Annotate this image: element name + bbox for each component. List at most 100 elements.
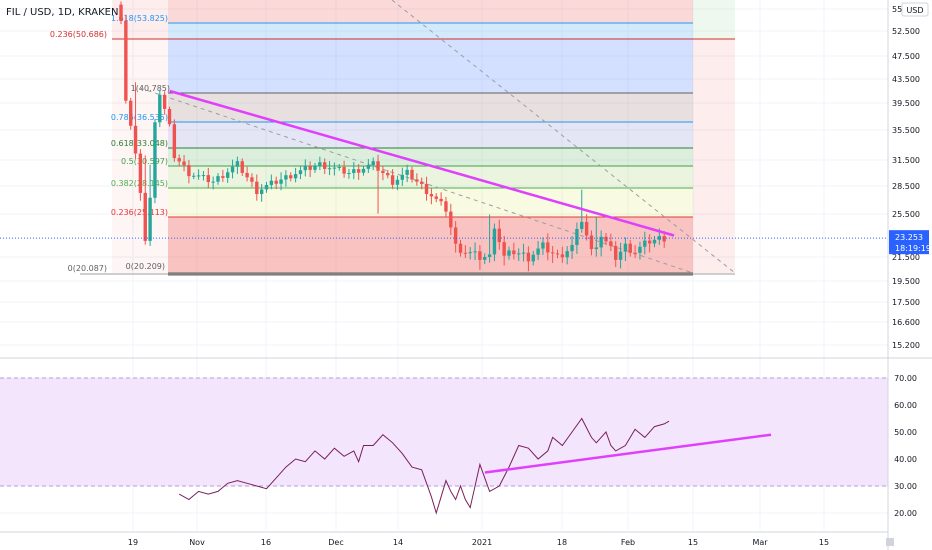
candle-body: [541, 242, 545, 249]
candle-body: [502, 242, 506, 256]
candle-body: [531, 254, 535, 262]
candle-body: [638, 246, 642, 253]
candle-body: [647, 240, 652, 244]
candle-body: [133, 125, 138, 154]
candle-body: [250, 177, 254, 182]
candle-body: [507, 250, 511, 256]
time-tick-label: 15: [819, 538, 829, 547]
candle-body: [342, 166, 346, 174]
candle-body: [565, 251, 569, 258]
candle-body: [420, 181, 424, 184]
candle-body: [570, 244, 574, 252]
candle-body: [584, 221, 589, 236]
candle-body: [614, 245, 618, 260]
candle-body: [235, 161, 240, 167]
candle-body: [390, 175, 395, 185]
candle-body: [124, 20, 128, 101]
candle-body: [298, 170, 303, 175]
time-tick-label: 14: [393, 538, 403, 547]
candle-body: [652, 239, 657, 244]
candle-body: [206, 175, 210, 183]
rsi-tick-label: 50.00: [894, 428, 917, 437]
rsi-band: [0, 378, 888, 486]
fib-zone: [693, 39, 735, 273]
candle-body: [473, 251, 477, 253]
candle-body: [458, 243, 463, 253]
candle-body: [308, 166, 312, 170]
candle-body: [119, 4, 123, 21]
currency-tag: [901, 2, 929, 17]
resistance-trendline: [169, 89, 675, 237]
candle-body: [332, 167, 337, 169]
candle-body: [240, 161, 244, 173]
candle-body: [512, 250, 516, 255]
fib-zone: [693, 0, 735, 39]
fib-zone: [168, 0, 693, 23]
candle-body: [182, 161, 186, 166]
candle-body: [599, 236, 603, 248]
price-tick-label: 28.500: [892, 182, 920, 191]
candle-body: [255, 181, 259, 195]
candle-body: [327, 168, 332, 170]
candle-body: [313, 166, 317, 170]
candle-body: [293, 174, 298, 179]
candle-body: [177, 158, 181, 162]
candle-body: [192, 175, 196, 177]
symbol-title[interactable]: FIL / USD, 1D, KRAKEN: [6, 7, 118, 18]
candle-body: [230, 166, 235, 173]
candle-body: [226, 172, 230, 178]
candle-body: [463, 252, 468, 254]
candle-body: [352, 169, 356, 173]
candle-body: [609, 241, 613, 246]
candle-body: [439, 198, 443, 202]
candle-body: [444, 201, 448, 212]
candle-body: [269, 180, 274, 185]
candle-body: [162, 94, 167, 109]
last-price-label: 23.253: [895, 233, 923, 242]
rsi-tick-label: 20.00: [894, 509, 917, 518]
trendlines[interactable]: [169, 89, 675, 237]
candle-body: [376, 161, 380, 171]
price-tick-label: 15.200: [892, 341, 920, 350]
currency-label: USD: [906, 6, 923, 15]
rsi-pane[interactable]: [0, 377, 888, 515]
candle-body: [259, 189, 264, 195]
time-tick-label: 2021: [472, 538, 492, 547]
candle-body: [555, 253, 560, 255]
candle-body: [546, 242, 550, 253]
candle-body: [497, 228, 501, 243]
fib-retracement[interactable]: 1.618(53.825) 0.236(50.686) 1(40.785) 0.786…: [50, 0, 736, 276]
candle-body: [381, 170, 385, 173]
time-tick-label: 19: [128, 538, 138, 547]
fib-zone: [168, 188, 693, 217]
candle-body: [633, 252, 637, 254]
time-tick-label: Nov: [189, 538, 205, 547]
time-tick-label: Dec: [328, 538, 343, 547]
candle-body: [148, 197, 152, 241]
candle-body: [492, 228, 497, 255]
candle-body: [361, 168, 366, 173]
fib-label: 0.236(50.686): [50, 30, 107, 39]
candle-body: [318, 162, 322, 167]
fib-label: 1.618(53.825): [111, 14, 168, 23]
countdown-label: 18:19:19: [895, 244, 931, 253]
price-tick-label: 47.500: [892, 52, 920, 61]
candle-body: [580, 221, 584, 229]
fib-label: 0.786(36.535): [111, 113, 168, 122]
candle-body: [468, 252, 472, 254]
candle-body: [264, 184, 269, 190]
candle-body: [449, 211, 453, 228]
time-tick-label: 16: [261, 538, 271, 547]
candle-body: [245, 172, 249, 178]
candle-body: [662, 236, 666, 242]
candle-body: [356, 169, 361, 173]
time-tick-label: Mar: [752, 538, 768, 547]
candle-body: [487, 254, 492, 257]
candle-body: [289, 175, 293, 179]
candle-body: [589, 235, 594, 250]
candle-body: [143, 192, 147, 241]
rsi-tick-label: 30.00: [894, 482, 917, 491]
candle-body: [604, 236, 608, 242]
